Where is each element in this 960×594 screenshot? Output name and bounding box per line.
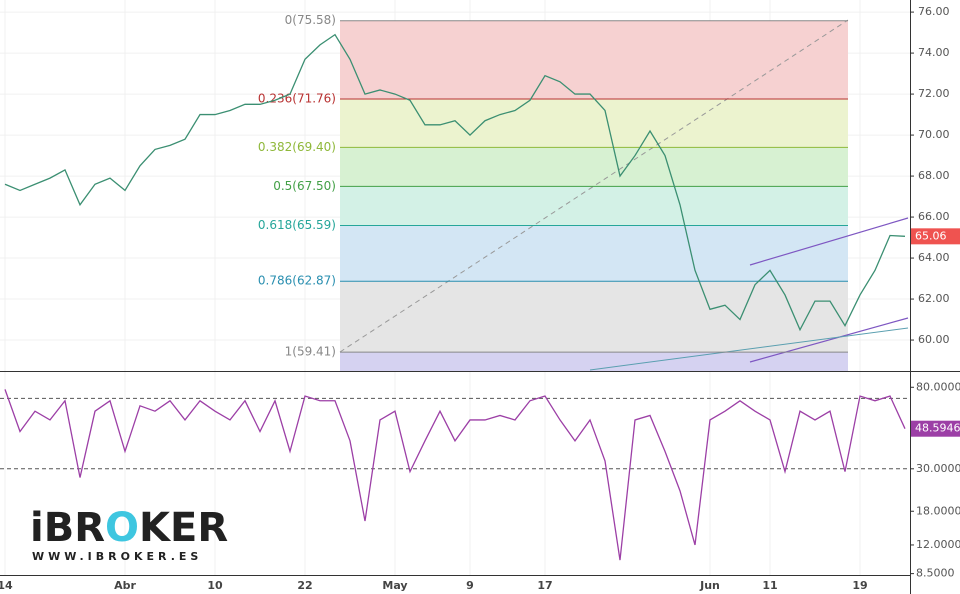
last-value-box bbox=[911, 228, 960, 245]
x-tick-label: May bbox=[382, 579, 407, 592]
y-tick-label: 72.00 bbox=[918, 87, 950, 100]
last-value-box bbox=[911, 420, 960, 437]
channel-top bbox=[749, 217, 909, 266]
logo-text: iBROKER bbox=[30, 505, 228, 551]
fib-band bbox=[340, 20, 848, 100]
x-tick-label: 22 bbox=[297, 579, 312, 592]
x-tick-label: Jun bbox=[699, 579, 720, 592]
y-tick-label: 8.5000 bbox=[916, 567, 955, 580]
x-tick-label: 11 bbox=[762, 579, 777, 592]
y-tick-label: 12.0000 bbox=[916, 538, 960, 551]
fib-label: 0.618(65.59) bbox=[258, 218, 336, 232]
y-tick-label: 68.00 bbox=[918, 169, 950, 182]
fib-label: 0.236(71.76) bbox=[258, 92, 336, 106]
fib-band bbox=[340, 99, 848, 148]
fib-trend-line bbox=[339, 19, 849, 353]
last-value-label: 48.5946 bbox=[915, 422, 960, 435]
price-line bbox=[4, 33, 906, 332]
y-tick-label: 62.00 bbox=[918, 292, 950, 305]
fib-band bbox=[340, 147, 848, 187]
x-tick-label: 14 bbox=[0, 579, 13, 592]
y-tick-label: 64.00 bbox=[918, 251, 950, 264]
y-tick-label: 66.00 bbox=[918, 210, 950, 223]
logo-part: KER bbox=[139, 505, 228, 551]
fib-label: 0.382(69.40) bbox=[258, 140, 336, 154]
x-tick-label: Abr bbox=[114, 579, 136, 592]
fib-band bbox=[340, 281, 848, 353]
y-tick-label: 18.0000 bbox=[916, 504, 960, 517]
fib-label: 1(59.41) bbox=[285, 345, 336, 359]
trend-line bbox=[589, 327, 909, 371]
logo: iBROKER WWW.IBROKER.ES bbox=[30, 505, 228, 563]
x-tick-label: 17 bbox=[537, 579, 552, 592]
x-tick-label: 10 bbox=[207, 579, 223, 592]
background bbox=[0, 0, 910, 575]
fib-band bbox=[340, 225, 848, 282]
channel-bottom bbox=[749, 317, 909, 363]
x-tick-label: 9 bbox=[466, 579, 474, 592]
logo-part: O bbox=[105, 505, 139, 551]
y-tick-label: 74.00 bbox=[918, 46, 950, 59]
x-tick-label: 19 bbox=[852, 579, 867, 592]
fib-band bbox=[340, 352, 848, 371]
y-tick-label: 30.0000 bbox=[916, 462, 960, 475]
fib-label: 0.786(62.87) bbox=[258, 274, 336, 288]
price-line bbox=[4, 389, 906, 561]
logo-part: iBR bbox=[30, 505, 105, 551]
fib-label: 0(75.58) bbox=[285, 13, 336, 27]
y-tick-label: 80.0000 bbox=[916, 380, 960, 393]
fib-band bbox=[340, 186, 848, 226]
y-tick-label: 76.00 bbox=[918, 5, 950, 18]
last-value-label: 65.06 bbox=[915, 229, 947, 242]
y-tick-label: 70.00 bbox=[918, 128, 950, 141]
logo-url: WWW.IBROKER.ES bbox=[32, 550, 202, 563]
fib-label: 0.5(67.50) bbox=[273, 179, 336, 193]
y-tick-label: 60.00 bbox=[918, 333, 950, 346]
